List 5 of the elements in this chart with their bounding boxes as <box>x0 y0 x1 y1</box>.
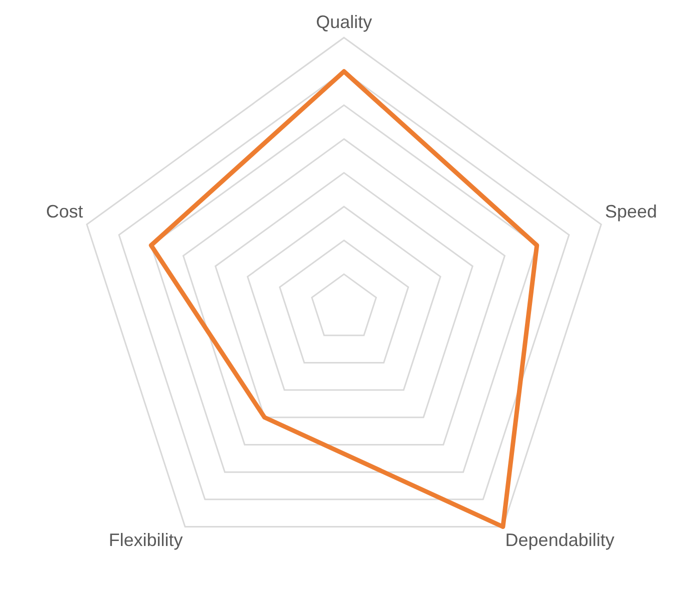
spoke-label: Speed <box>604 201 658 222</box>
spoke-label: Cost <box>46 201 84 222</box>
spoke-label: Quality <box>316 12 372 32</box>
spoke-label: Dependability <box>505 530 614 550</box>
spoke-label: Flexibility <box>108 530 183 550</box>
